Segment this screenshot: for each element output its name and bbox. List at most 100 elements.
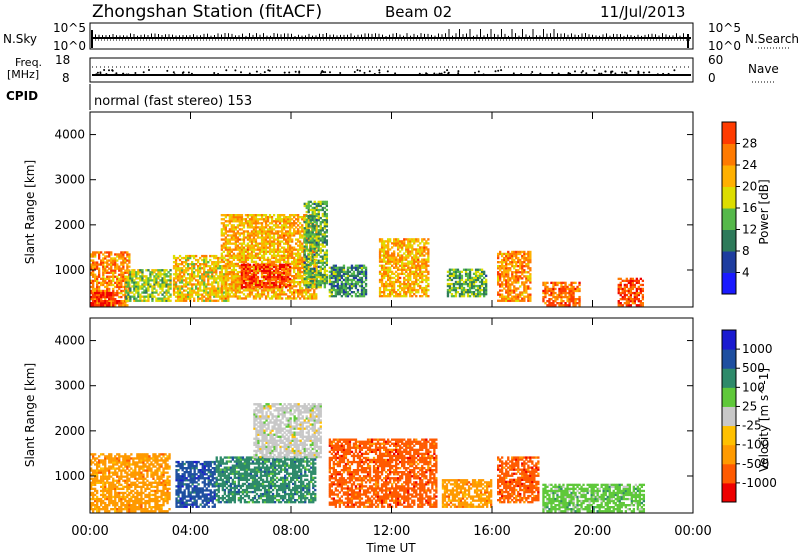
p-cell: [478, 293, 482, 296]
p-cell: [141, 269, 144, 272]
p-cell: [364, 272, 368, 276]
p-cell: [96, 279, 99, 283]
p-cell: [395, 260, 398, 263]
p-cell: [127, 291, 130, 294]
p-cell: [344, 272, 348, 276]
p-cell: [195, 263, 198, 266]
p-cell: [385, 286, 388, 290]
p-cell: [325, 275, 329, 279]
p-cell: [391, 284, 394, 288]
p-cell: [112, 293, 115, 297]
p-cell: [346, 272, 350, 276]
p-cell: [303, 277, 306, 281]
p-cell: [128, 253, 131, 256]
p-cell: [621, 289, 624, 293]
p-cell: [106, 300, 109, 303]
p-cell: [102, 300, 105, 303]
p-cell: [153, 277, 156, 280]
p-cell: [260, 286, 264, 289]
p-cell: [513, 295, 516, 298]
p-cell: [274, 265, 278, 269]
p-cell: [287, 254, 290, 257]
p-cell: [108, 289, 111, 293]
p-cell: [391, 252, 394, 255]
p-cell: [570, 298, 573, 301]
p-cell: [274, 230, 278, 233]
p-cell: [568, 287, 571, 291]
p-cell: [266, 291, 270, 294]
p-cell: [303, 261, 306, 264]
p-cell: [274, 291, 278, 294]
p-cell: [203, 289, 206, 292]
p-cell: [230, 283, 234, 286]
p-cell: [299, 244, 302, 247]
p-cell: [483, 276, 486, 280]
date-label: 11/Jul/2013: [600, 3, 685, 21]
p-cell: [183, 273, 186, 276]
p-cell: [90, 298, 93, 301]
p-cell: [242, 260, 246, 264]
p-cell: [621, 304, 624, 307]
p-cell: [332, 284, 336, 288]
p-cell: [515, 254, 518, 258]
p-cell: [348, 288, 352, 292]
p-cell: [323, 227, 327, 230]
p-cell: [230, 289, 234, 292]
p-cell: [503, 297, 506, 300]
p-cell: [450, 268, 454, 271]
p-cell: [299, 222, 302, 225]
p-cell: [383, 250, 386, 253]
p-cell: [301, 295, 304, 298]
p-cell: [262, 220, 266, 223]
p-cell: [407, 248, 410, 251]
p-cell: [246, 295, 250, 298]
p-cell: [307, 275, 310, 279]
p-cell: [464, 282, 468, 286]
p-cell: [256, 289, 260, 292]
p-cell: [299, 256, 302, 260]
p-cell: [328, 282, 332, 286]
p-cell: [513, 281, 516, 284]
p-cell: [401, 266, 404, 269]
p-cell: [230, 224, 234, 227]
p-cell: [98, 281, 101, 285]
p-cell: [240, 246, 244, 249]
p-cell: [393, 286, 396, 290]
p-cell: [293, 252, 296, 255]
p-cell: [268, 234, 272, 237]
p-cell: [126, 251, 129, 254]
p-cell: [289, 234, 292, 237]
p-cell: [217, 277, 220, 280]
p-cell: [311, 269, 314, 273]
p-cell: [509, 267, 512, 270]
p-cell: [242, 281, 246, 285]
p-cell: [389, 262, 392, 265]
p-cell: [415, 266, 418, 269]
p-cell: [391, 282, 394, 286]
p-cell: [254, 273, 258, 277]
p-cell: [209, 283, 212, 286]
p-cell: [240, 216, 244, 219]
p-cell: [315, 279, 318, 283]
p-cell: [297, 228, 300, 231]
p-cell: [94, 277, 97, 281]
p-cell: [297, 216, 300, 219]
p-cell: [238, 214, 242, 217]
p-cell: [230, 270, 234, 274]
p-cell: [254, 232, 258, 235]
p-cell: [289, 248, 292, 251]
p-cell: [110, 253, 113, 256]
p-cell: [503, 283, 506, 286]
p-cell: [232, 256, 236, 260]
nave-tick-top: 60: [708, 53, 723, 67]
p-cell: [515, 269, 518, 272]
p-cell: [242, 246, 246, 249]
p-cell: [311, 259, 314, 262]
p-cell: [230, 254, 234, 257]
p-cell: [619, 283, 622, 287]
p-cell: [552, 293, 555, 297]
p-cell: [199, 297, 202, 300]
p-cell: [409, 252, 412, 255]
p-cell: [458, 284, 462, 288]
p-cell: [393, 252, 396, 255]
